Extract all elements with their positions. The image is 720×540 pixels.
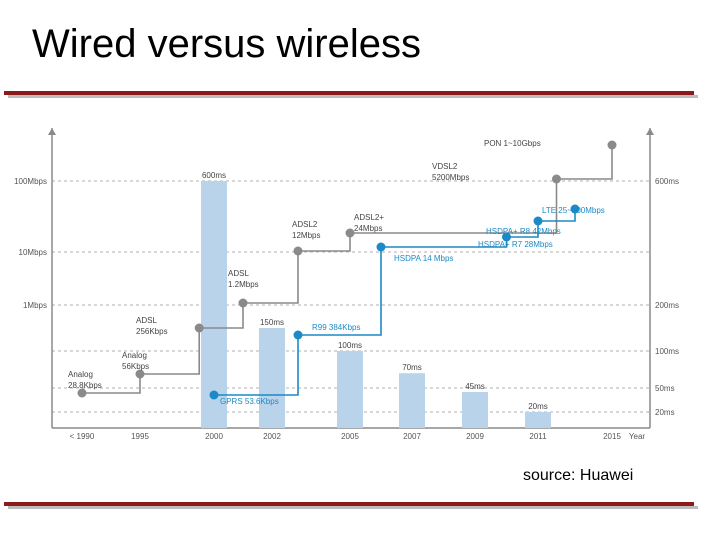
y-right-tick-label: 20ms [655, 408, 675, 417]
x-tick-label: 2000 [205, 432, 223, 441]
wired-point-label: Analog 56Kbps [122, 351, 149, 371]
latency-bar [399, 373, 425, 428]
wireless-point [376, 242, 386, 252]
wired-point-label: ADSL2+ 24Mbps [354, 213, 384, 233]
wired-point-label: ADSL 1.2Mbps [228, 269, 259, 289]
x-tick-label: 2002 [263, 432, 281, 441]
wireless-point-label: R99 384Kbps [312, 323, 360, 332]
latency-bar-label: 70ms [402, 363, 422, 372]
y-left-tick-label: 100Mbps [14, 177, 47, 186]
x-tick-label: 2005 [341, 432, 359, 441]
latency-bar-label: 45ms [465, 382, 485, 391]
latency-bar-label: 600ms [202, 171, 226, 180]
latency-bar-label: 100ms [338, 341, 362, 350]
latency-bar [337, 351, 363, 428]
y-right-tick-label: 200ms [655, 301, 679, 310]
wired-point [607, 140, 617, 150]
latency-bar [525, 412, 551, 428]
wired-point [194, 323, 204, 333]
wired-point [77, 388, 87, 398]
latency-bar-label: 150ms [260, 318, 284, 327]
wired-point-label: VDSL2 5200Mbps [432, 162, 469, 182]
wireless-point-label: LTE 25~100Mbps [542, 206, 605, 215]
title-rule-top-shadow [8, 95, 698, 98]
y-right-tick-label: 100ms [655, 347, 679, 356]
latency-bar [201, 181, 227, 428]
chart-labels: < 1990 1995 2000 2002 2005 2007 2009 2011 2015 Ye… [14, 139, 679, 441]
title-rule-bottom [4, 502, 694, 506]
wired-point [238, 298, 248, 308]
wireless-point-label: HSDPA+ R8 42Mbps [486, 227, 561, 236]
wired-point [345, 228, 355, 238]
wired-point-label: PON 1~10Gbps [484, 139, 541, 148]
wireless-line [214, 209, 576, 396]
wired-line [82, 145, 613, 394]
slide-title: Wired versus wireless [32, 22, 421, 66]
wireless-point-label: GPRS 53.6Kbps [220, 397, 279, 406]
y-axis-right-arrow [646, 128, 654, 135]
wireless-point-label: HSDPA 14 Mbps [394, 254, 453, 263]
y-left-tick-label: 10Mbps [19, 248, 47, 257]
wireless-point [209, 390, 219, 400]
speed-series-points [77, 140, 617, 400]
latency-bars [201, 181, 551, 428]
wired-point [293, 246, 303, 256]
title-rule-bottom-shadow [8, 506, 698, 509]
wireless-point-label: HSDPA+ R7 28Mbps [478, 240, 553, 249]
wireless-point [293, 330, 303, 340]
speed-series-lines [82, 145, 613, 396]
y-right-tick-label: 600ms [655, 177, 679, 186]
title-rule-top [4, 91, 694, 95]
x-tick-label: < 1990 [70, 432, 95, 441]
latency-bar [259, 328, 285, 428]
x-tick-label: 2009 [466, 432, 484, 441]
latency-bar-label: 20ms [528, 402, 548, 411]
x-tick-label: 2007 [403, 432, 421, 441]
x-tick-label: Year [629, 432, 646, 441]
y-right-tick-label: 50ms [655, 384, 675, 393]
wired-point-label: Analog 28.8Kbps [68, 370, 102, 390]
x-tick-label: 2015 [603, 432, 621, 441]
x-tick-label: 1995 [131, 432, 149, 441]
x-tick-label: 2011 [529, 432, 547, 441]
wireless-point [570, 204, 580, 214]
wireless-point [502, 232, 511, 242]
wired-point [135, 369, 145, 379]
y-axis-left-arrow [48, 128, 56, 135]
latency-bar [462, 392, 488, 428]
source-note: source: Huawei [523, 467, 634, 484]
y-left-tick-label: 1Mbps [23, 301, 47, 310]
wireless-point [533, 216, 543, 226]
wired-point [552, 174, 561, 184]
wired-point-label: ADSL2 12Mbps [292, 220, 320, 240]
wired-point-label: ADSL 256Kbps [136, 316, 168, 336]
